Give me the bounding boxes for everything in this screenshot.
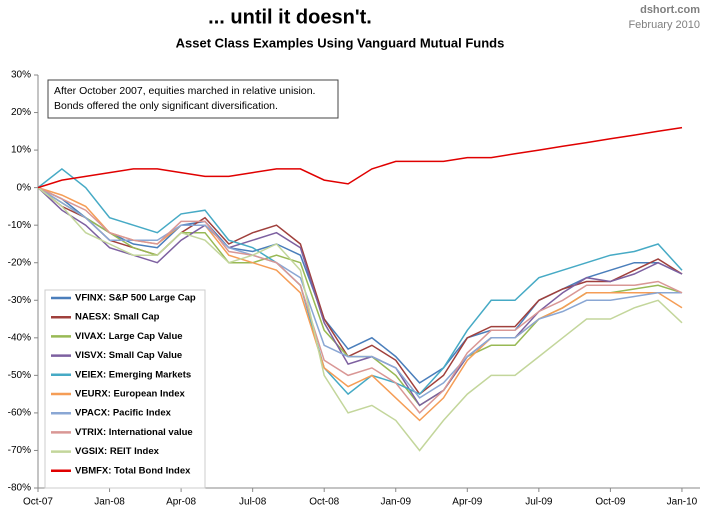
legend-label: VGSIX: REIT Index — [75, 446, 160, 457]
legend-label: VIVAX: Large Cap Value — [75, 331, 183, 342]
series-line — [37, 187, 683, 452]
legend-box — [44, 289, 206, 489]
legend-label: VEIEX: Emerging Markets — [75, 369, 191, 380]
x-tick-label: Apr-08 — [166, 497, 196, 508]
legend-label: VEURX: European Index — [75, 389, 186, 400]
series-line — [37, 126, 683, 189]
x-tick-label: Apr-09 — [452, 497, 482, 508]
legend-label: VPACX: Pacific Index — [75, 408, 172, 419]
annotation-box — [47, 79, 339, 119]
legend-label: VBMFX: Total Bond Index — [75, 465, 191, 476]
source: dshort.com — [640, 4, 700, 16]
chart-title: ... until it doesn't. — [208, 6, 372, 28]
x-tick-label: Jan-09 — [380, 497, 411, 508]
series-line — [37, 186, 682, 399]
series-line — [37, 167, 683, 396]
y-tick-label: -30% — [8, 295, 31, 306]
date: February 2010 — [628, 19, 700, 31]
legend-label: VFINX: S&P 500 Large Cap — [75, 293, 196, 304]
y-tick-label: -80% — [8, 483, 31, 494]
y-tick-label: -40% — [8, 332, 31, 343]
y-tick-label: -10% — [8, 220, 31, 231]
annotation: Bonds offered the only significant diver… — [54, 100, 278, 112]
y-tick-label: 0% — [17, 182, 32, 193]
series-line — [37, 187, 683, 407]
legend-label: VISVX: Small Cap Value — [75, 350, 182, 361]
x-tick-label: Jan-10 — [667, 497, 698, 508]
x-tick-label: Oct-07 — [23, 497, 53, 508]
y-tick-label: -50% — [8, 370, 31, 381]
chart-subtitle: Asset Class Examples Using Vanguard Mutu… — [176, 35, 505, 50]
x-tick-label: Jul-09 — [525, 497, 553, 508]
legend-label: NAESX: Small Cap — [75, 312, 160, 323]
x-tick-label: Oct-08 — [309, 497, 339, 508]
y-tick-label: 10% — [11, 145, 31, 156]
x-tick-label: Oct-09 — [595, 497, 625, 508]
x-tick-label: Jul-08 — [239, 497, 267, 508]
y-tick-label: 20% — [11, 107, 31, 118]
y-tick-label: -60% — [8, 408, 31, 419]
y-tick-label: -70% — [8, 445, 31, 456]
series-line — [37, 186, 683, 384]
legend-label: VTRIX: International value — [75, 427, 193, 438]
y-tick-label: 30% — [11, 70, 31, 81]
x-tick-label: Jan-08 — [94, 497, 125, 508]
annotation: After October 2007, equities marched in … — [54, 85, 315, 97]
y-tick-label: -20% — [8, 257, 31, 268]
series-line — [37, 186, 683, 415]
